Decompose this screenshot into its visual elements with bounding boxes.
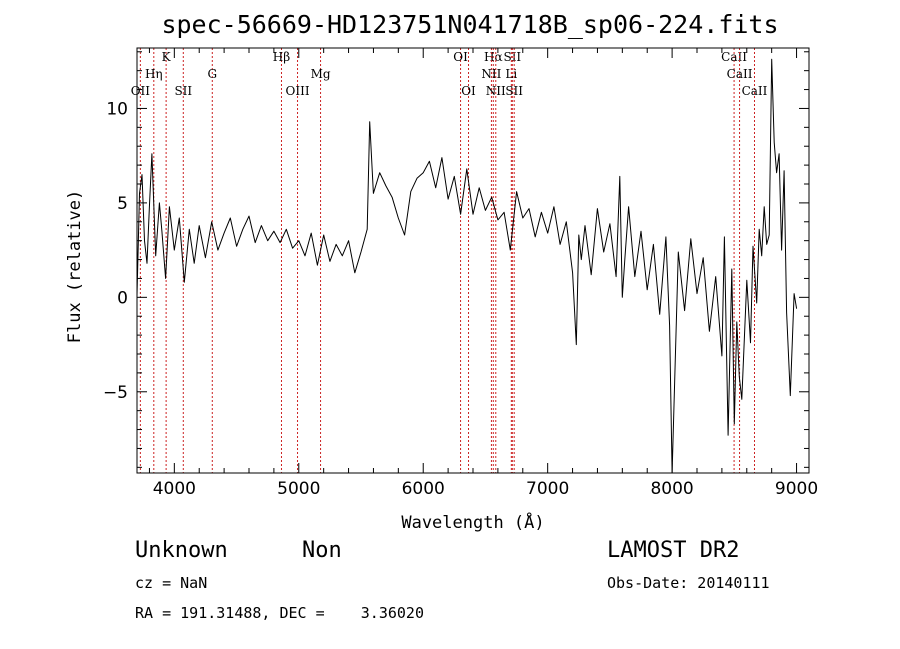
- object-class: Unknown: [135, 538, 228, 563]
- x-tick-label: 5000: [277, 479, 320, 499]
- spectral-line-label: SII: [503, 50, 521, 64]
- spectral-line-label: Mg: [311, 67, 331, 81]
- y-tick-label: 5: [117, 194, 128, 214]
- spectral-line-label: NII: [486, 84, 506, 98]
- spectral-line-label: OI: [453, 50, 468, 64]
- spectral-line-label: CaII: [727, 67, 753, 81]
- y-tick-label: 10: [106, 99, 128, 119]
- y-tick-label: −5: [103, 383, 128, 403]
- spectral-line-label: Hα: [484, 50, 503, 64]
- redshift-value: cz = NaN: [135, 574, 208, 592]
- object-subclass: Non: [302, 538, 342, 563]
- spectral-line-label: OIII: [286, 84, 310, 98]
- spectral-line-label: NII: [481, 67, 501, 81]
- x-tick-label: 4000: [153, 479, 196, 499]
- spectral-line-label: OII: [131, 84, 151, 98]
- spectral-line-label: CaII: [721, 50, 747, 64]
- spectral-line-label: SII: [174, 84, 192, 98]
- x-tick-label: 8000: [650, 479, 693, 499]
- spectral-line-label: SII: [505, 84, 523, 98]
- spectral-line-label: K: [162, 50, 172, 64]
- x-tick-label: 7000: [526, 479, 569, 499]
- spectral-line-label: CaII: [742, 84, 768, 98]
- chart-title: spec-56669-HD123751N041718B_sp06-224.fit…: [161, 10, 778, 39]
- y-tick-label: 0: [117, 288, 128, 308]
- spectral-line-label: Li: [505, 67, 517, 81]
- spectral-line-label: G: [207, 67, 217, 81]
- survey-name: LAMOST DR2: [607, 538, 740, 563]
- x-axis-label: Wavelength (Å): [401, 511, 544, 533]
- coordinates: RA = 191.31488, DEC = 3.36020: [135, 604, 424, 622]
- spectral-line-label: OI: [461, 84, 476, 98]
- spectral-line-label: Hη: [145, 67, 163, 81]
- flux-series-line: [136, 58, 798, 474]
- y-axis-label: Flux (relative): [65, 190, 85, 344]
- spectral-line-label: Hβ: [273, 50, 290, 64]
- x-tick-label: 9000: [775, 479, 818, 499]
- x-tick-label: 6000: [402, 479, 445, 499]
- obs-date: Obs-Date: 20140111: [607, 574, 770, 592]
- plot-frame: [136, 47, 810, 474]
